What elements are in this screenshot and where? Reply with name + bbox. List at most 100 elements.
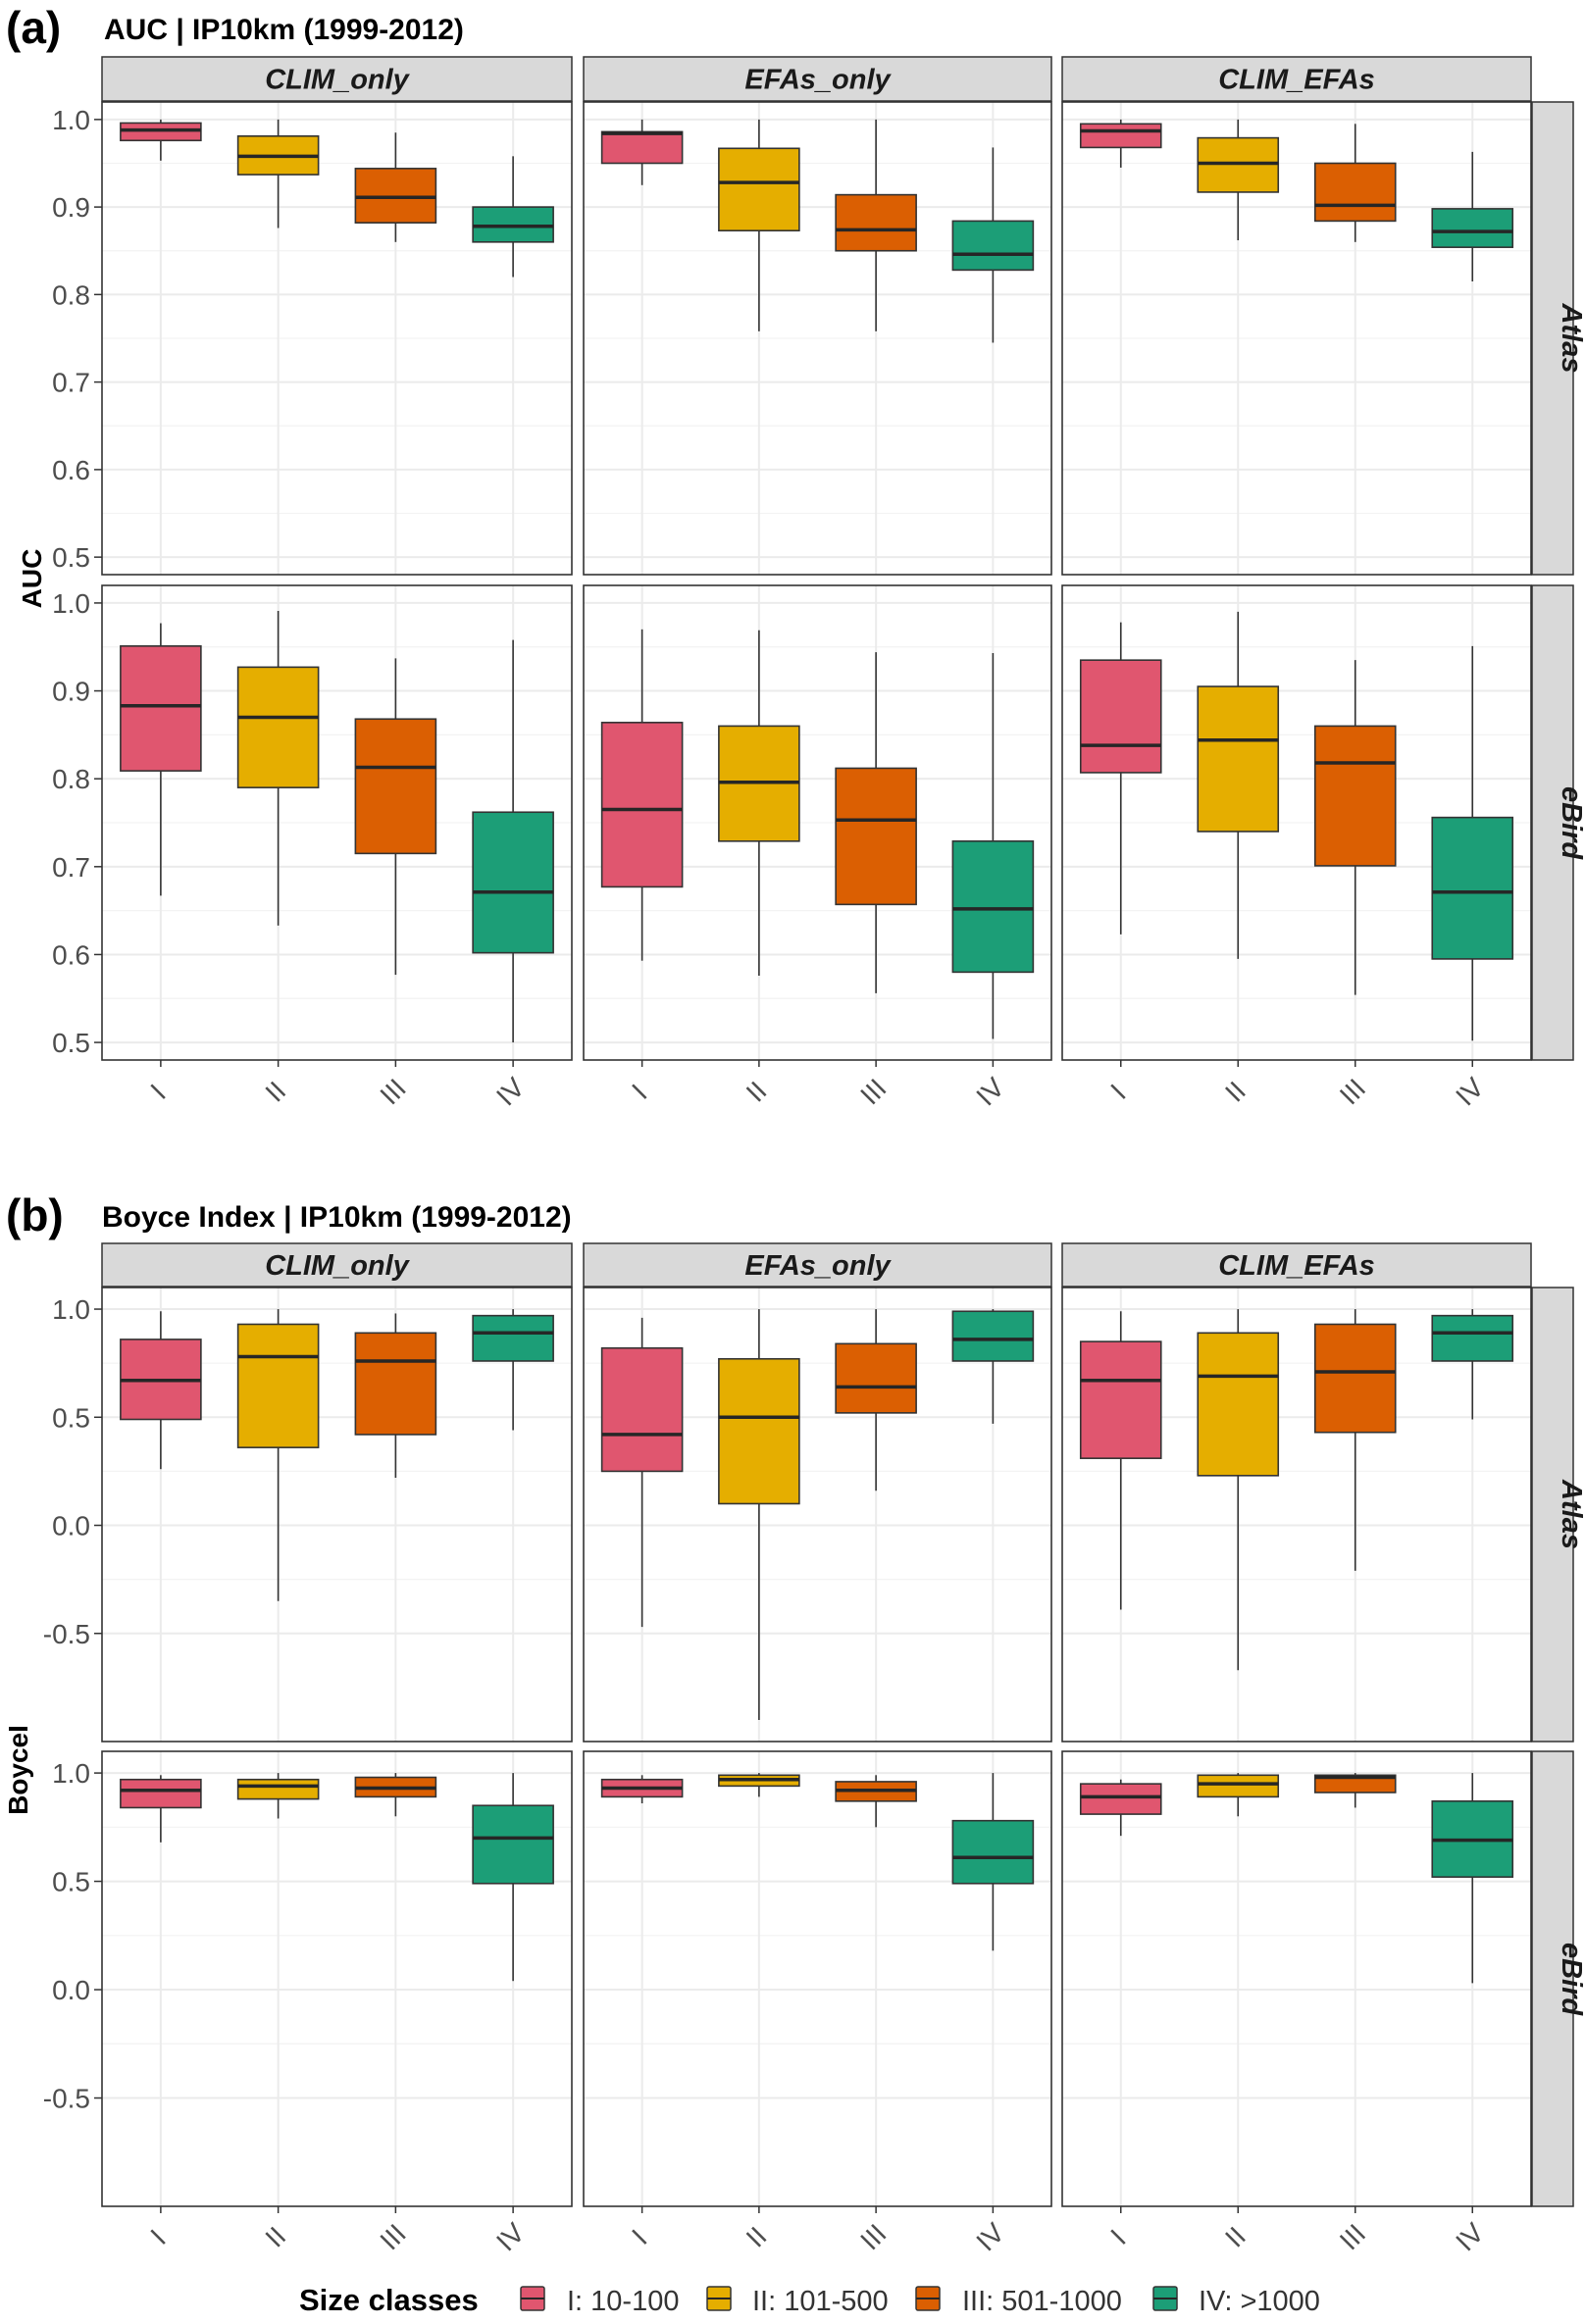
legend: Size classes I: 10-100 II: 101-500 III: … <box>299 2283 1320 2317</box>
boyce-panel-clim-only-atlas-border <box>101 1287 573 1743</box>
auc-ytick-label-ebird-5: 1.0 <box>52 588 90 619</box>
box-iqr <box>472 1804 554 1885</box>
box-iqr <box>1197 1774 1280 1798</box>
box-iqr <box>835 1342 917 1414</box>
box-iqr <box>354 718 437 855</box>
auc-panel-clim-only-atlas-border <box>101 101 573 576</box>
boyce-panel-clim-only-ebird-box-iv <box>472 1773 554 1982</box>
boyce-strip-bg-efas-only <box>583 1242 1052 1288</box>
box-iqr <box>120 122 202 142</box>
boyce-ytick-label-atlas-0: -0.5 <box>43 1619 90 1649</box>
box-iqr <box>1313 1323 1397 1434</box>
boyce-ytick-label-atlas-2: 0.5 <box>52 1402 90 1433</box>
auc-panel-clim-only-ebird-box-iii <box>354 658 437 976</box>
box-iqr <box>600 1346 684 1473</box>
boyce-panel-efas-only-ebird-box-iv <box>951 1773 1035 1951</box>
auc-panel-clim-only-ebird-border <box>101 584 573 1061</box>
auc-strip-label-clim-efas: CLIM_EFAs <box>1218 65 1375 96</box>
auc-ytick-label-atlas-3: 0.8 <box>52 279 90 310</box>
boyce-ytick-label-atlas-1: 0.0 <box>52 1511 90 1541</box>
boyce-panel-clim-efas-ebird-border <box>1061 1750 1532 2207</box>
boyce-panel-efas-only-atlas-box-ii <box>718 1309 800 1720</box>
boyce-row-strip-label-atlas: Atlas <box>1556 1479 1585 1549</box>
auc-panel-clim-efas-ebird-box-ii <box>1197 611 1280 959</box>
auc-row-strip-bg-ebird <box>1531 584 1574 1061</box>
box-iqr <box>951 1819 1035 1885</box>
box-iqr <box>1079 123 1162 149</box>
auc-ytick-label-atlas-1: 0.6 <box>52 455 90 485</box>
auc-panel-efas-only-ebird-box-iii <box>835 652 917 993</box>
boyce-strip-label-efas-only: EFAs_only <box>744 1250 892 1282</box>
auc-panel-efas-only-ebird-box-iv <box>951 653 1035 1039</box>
box-iqr <box>1079 1340 1162 1459</box>
boyce-panel-clim-only-ebird-border <box>101 1750 573 2207</box>
auc-panel-clim-only-atlas-box-iv <box>472 156 554 278</box>
box-iqr <box>951 220 1035 272</box>
boyce-panel-efas-only-ebird-box-ii <box>718 1773 800 1797</box>
boyce-strip-clim-only: CLIM_only <box>101 1242 573 1288</box>
auc-strip-label-efas-only: EFAs_only <box>744 65 892 96</box>
auc-ytick-label-ebird-3: 0.8 <box>52 764 90 794</box>
boyce-figure: CLIM_only EFAs_only CLIM_EFAs Atlas eBird -0.… <box>43 1242 1585 2257</box>
box-iqr <box>1197 136 1280 193</box>
auc-panel-efas-only-ebird-box-i <box>600 629 684 961</box>
box-iqr <box>951 840 1035 974</box>
boyce-panel-clim-efas-ebird-box-iii <box>1313 1773 1397 1808</box>
legend-title: Size classes <box>299 2283 479 2317</box>
box-iqr <box>718 147 800 232</box>
box-iqr <box>1313 1774 1397 1794</box>
legend-label-iv: IV: >1000 <box>1199 2286 1320 2317</box>
boyce-ytick-label-ebird-1: 0.0 <box>52 1975 90 2005</box>
auc-row-strip-ebird: eBird <box>1531 584 1585 1061</box>
boyce-panel-efas-only-ebird-box-iii <box>835 1775 917 1828</box>
auc-row-strip-atlas: Atlas <box>1531 101 1585 576</box>
box-iqr <box>1431 816 1514 960</box>
boyce-panel-clim-efas-atlas-border <box>1061 1287 1532 1743</box>
boyce-panel-clim-efas-atlas-box-iii <box>1313 1309 1397 1571</box>
legend-label-ii: II: 101-500 <box>752 2286 889 2317</box>
box-iqr <box>835 767 917 906</box>
auc-panel-clim-only-ebird-box-iv <box>472 639 554 1043</box>
panel-a-title: AUC | IP10km (1999-2012) <box>104 14 464 46</box>
boyce-ytick-label-ebird-2: 0.5 <box>52 1867 90 1897</box>
boyce-row-strip-atlas: Atlas <box>1531 1287 1585 1743</box>
auc-panel-clim-only-atlas <box>101 101 573 576</box>
auc-panel-efas-only-atlas <box>583 101 1052 576</box>
box-iqr <box>1313 162 1397 223</box>
boyce-panel-clim-efas-ebird: I II III IV <box>1061 1750 1532 2257</box>
boyce-ytick-label-atlas-3: 1.0 <box>52 1294 90 1325</box>
boyce-panel-efas-only-ebird-bg <box>584 1751 1051 2206</box>
boyce-row-strip-ebird: eBird <box>1531 1750 1585 2207</box>
box-iqr <box>472 206 554 243</box>
boyce-strip-clim-efas: CLIM_EFAs <box>1061 1242 1532 1288</box>
auc-strip-bg-clim-only <box>101 56 573 102</box>
boyce-panel-clim-only-atlas-box-iii <box>354 1313 437 1479</box>
auc-panel-clim-only-ebird: I II III IV <box>101 584 573 1112</box>
legend-item-iii: III: 501-1000 <box>915 2286 1122 2317</box>
auc-ytick-label-atlas-0: 0.5 <box>52 542 90 573</box>
auc-panel-clim-efas-atlas-border <box>1061 101 1532 576</box>
auc-panel-clim-efas-ebird-border <box>1061 584 1532 1061</box>
auc-panel-efas-only-atlas-box-ii <box>718 119 800 331</box>
boyce-panel-clim-efas-ebird-box-iv <box>1431 1773 1514 1984</box>
auc-strip-label-clim-only: CLIM_only <box>265 65 410 96</box>
boyce-strip-efas-only: EFAs_only <box>583 1242 1052 1288</box>
auc-strip-clim-efas: CLIM_EFAs <box>1061 56 1532 102</box>
auc-ytick-label-atlas-4: 0.9 <box>52 192 90 223</box>
box-iqr <box>1197 685 1280 833</box>
auc-panel-clim-only-atlas-box-iii <box>354 132 437 242</box>
box-iqr <box>472 1314 554 1362</box>
auc-ytick-label-atlas-2: 0.7 <box>52 368 90 398</box>
y-axis-title-auc: AUC <box>17 549 47 609</box>
auc-panel-clim-only-ebird-box-ii <box>236 610 320 926</box>
boyce-panel-clim-only-ebird-box-ii <box>236 1773 320 1819</box>
box-iqr <box>120 1778 202 1809</box>
box-iqr <box>1079 659 1162 774</box>
boyce-panel-clim-only-ebird: I II III IV <box>101 1750 573 2257</box>
legend-label-i: I: 10-100 <box>567 2286 679 2317</box>
auc-row-strip-label-ebird: eBird <box>1556 786 1585 860</box>
auc-row-strip-bg-atlas <box>1531 101 1574 576</box>
box-iqr <box>1079 1783 1162 1815</box>
auc-row-strip-label-atlas: Atlas <box>1556 303 1585 374</box>
boyce-row-strip-bg-ebird <box>1531 1750 1574 2207</box>
